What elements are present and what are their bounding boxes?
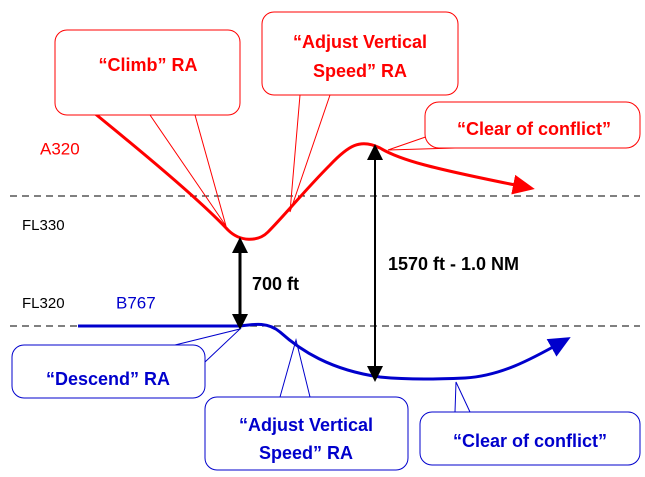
callout-box [261, 11, 459, 96]
callout-text: “Clear of conflict” [453, 431, 607, 451]
aircraft-label: B767 [116, 293, 156, 312]
callout-pointer [387, 131, 456, 151]
callout-text: Speed” RA [313, 61, 407, 81]
separation-label: 1570 ft - 1.0 NM [388, 254, 519, 274]
callout-pointer [174, 328, 242, 363]
callout-box [419, 411, 641, 466]
callout-box [11, 344, 206, 399]
callout-box [204, 396, 409, 471]
callout-text: “Adjust Vertical [293, 32, 427, 52]
separation-label: 700 ft [252, 274, 299, 294]
callout-pointer [454, 381, 471, 413]
callout-text: Speed” RA [259, 443, 353, 463]
callout-box [424, 101, 641, 149]
callout-text: “Descend” RA [46, 369, 170, 389]
level-label: FL330 [22, 217, 65, 234]
callout-text: “Adjust Vertical [239, 415, 373, 435]
aircraft-label: A320 [40, 139, 80, 158]
level-label: FL320 [22, 295, 65, 312]
callout-text: “Climb” RA [99, 55, 198, 75]
callout-text: “Clear of conflict” [457, 119, 611, 139]
callout-pointer [149, 114, 227, 227]
callout-pointer [279, 338, 311, 398]
callout-box [54, 29, 241, 116]
callout-pointer [289, 94, 331, 213]
